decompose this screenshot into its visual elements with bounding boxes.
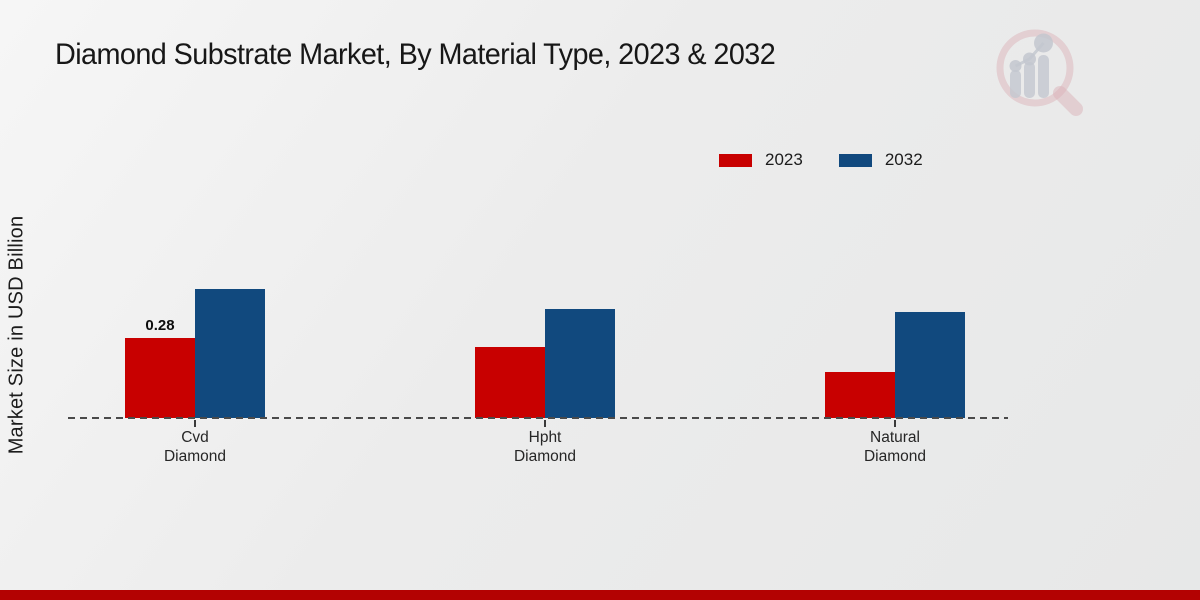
legend-swatch-2032 (838, 153, 872, 167)
legend-label: 2023 (765, 150, 803, 169)
axis-tick (894, 420, 896, 427)
bar-2023-natural-diamond (825, 372, 895, 418)
axis-tick (194, 420, 196, 427)
bar-2032-hpht-diamond (545, 309, 615, 418)
x-axis-dashed-line (68, 417, 1008, 419)
bar-2023-cvd-diamond (125, 338, 195, 418)
bar-2023-hpht-diamond (475, 347, 545, 418)
bar-2032-cvd-diamond (195, 289, 265, 418)
footer-red-bar (0, 590, 1200, 600)
category-label-natural-diamond: Natural Diamond (863, 429, 927, 465)
axis-tick (544, 420, 546, 427)
category-label-cvd-diamond: Cvd Diamond (163, 429, 227, 465)
legend-swatch-2023 (719, 153, 752, 167)
chart-legend: 2023 2032 (719, 150, 923, 170)
bar-2032-natural-diamond (895, 312, 965, 418)
bar-value-label: 0.28 (145, 317, 175, 334)
legend-label: 2032 (884, 150, 923, 169)
legend-item-2023: 2023 (719, 150, 803, 170)
category-label-hpht-diamond: Hpht Diamond (513, 429, 577, 465)
chart-title: Diamond Substrate Market, By Material Ty… (55, 38, 776, 71)
legend-item-2032: 2032 (838, 150, 923, 170)
market-research-logo-watermark (996, 29, 1083, 116)
